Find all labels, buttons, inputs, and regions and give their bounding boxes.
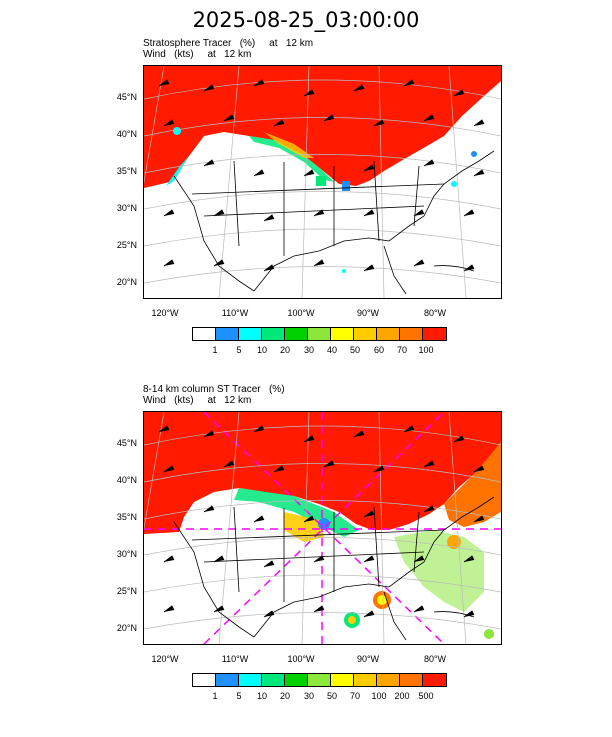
tracer-patch [348, 616, 356, 624]
panel2-colorbar-label: 100 [371, 691, 387, 701]
panel2-colorbar-label: 5 [236, 691, 242, 701]
panel1-wind-label: Wind (kts) at 12 km [143, 49, 252, 60]
colorbar-swatch [423, 674, 446, 686]
colorbar-swatch [331, 674, 354, 686]
tracer-patch [316, 176, 326, 186]
colorbar-swatch [400, 674, 423, 686]
panel2-lat-45: 45°N [116, 438, 137, 448]
plot-title: 2025-08-25_03:00:00 [192, 8, 420, 32]
column-tracer-east [394, 530, 484, 612]
colorbar-swatch [193, 328, 216, 340]
colorbar-swatch [193, 674, 216, 686]
panel1-lat-20: 20°N [116, 277, 137, 287]
panel2-lat-20: 20°N [116, 623, 137, 633]
panel2-lon-80: 80°W [423, 654, 447, 664]
coastlines [173, 150, 495, 295]
colorbar-swatch [285, 674, 308, 686]
tracer-fringe-west [166, 156, 189, 186]
panel1-lat-40: 40°N [116, 129, 137, 139]
panel1-field-label: Stratosphere Tracer (%) at 12 km [143, 38, 314, 49]
colorbar-swatch [308, 674, 331, 686]
panel1-lat-30: 30°N [116, 203, 137, 213]
panel2-lon-110: 110°W [221, 654, 249, 664]
panel1-map-svg [144, 66, 501, 298]
tracer-patch [173, 127, 181, 135]
stratosphere-tracer-region [144, 66, 501, 188]
panel1-colorbar-label: 5 [236, 345, 242, 355]
colorbar-swatch [308, 328, 331, 340]
panel2-colorbar-label: 70 [349, 691, 360, 701]
panel2-colorbar-label: 500 [418, 691, 434, 701]
panel1-colorbar-label: 30 [303, 345, 314, 355]
panel1-colorbar-label: 50 [349, 345, 360, 355]
tracer-patch [484, 629, 494, 639]
colorbar-swatch [262, 674, 285, 686]
panel1-lon-100: 100°W [287, 308, 315, 318]
colorbar-swatch [377, 328, 400, 340]
tracer-patch [447, 535, 461, 549]
colorbar-swatch [216, 674, 239, 686]
panel2-colorbar [192, 673, 447, 687]
graticule [144, 66, 501, 298]
panel2-colorbar-label: 10 [256, 691, 267, 701]
colorbar-swatch [239, 674, 262, 686]
panel2-colorbar-label: 50 [326, 691, 337, 701]
panel1-lat-25: 25°N [116, 240, 137, 250]
panel1-colorbar [192, 327, 447, 341]
panel2-map-svg [144, 412, 501, 644]
colorbar-swatch [423, 328, 446, 340]
tracer-patch [451, 181, 457, 187]
wind-barbs [158, 79, 485, 272]
panel1-colorbar-label: 20 [279, 345, 290, 355]
panel2-lat-35: 35°N [116, 512, 137, 522]
colorbar-swatch [285, 328, 308, 340]
tracer-patch [377, 595, 387, 605]
panel1-colorbar-label: 1 [212, 345, 218, 355]
panel2-lat-30: 30°N [116, 549, 137, 559]
panel2-colorbar-label: 1 [212, 691, 218, 701]
tracer-fringe-yellow [264, 132, 314, 158]
panel2-lat-25: 25°N [116, 586, 137, 596]
panel1-lon-80: 80°W [423, 308, 447, 318]
column-tracer-orange [444, 442, 501, 527]
colorbar-swatch [239, 328, 262, 340]
colorbar-swatch [354, 674, 377, 686]
panel1-colorbar-label: 70 [396, 345, 407, 355]
panel1-colorbar-label: 10 [256, 345, 267, 355]
panel1-colorbar-label: 60 [373, 345, 384, 355]
panel1-colorbar-label: 40 [326, 345, 337, 355]
panel2-lon-100: 100°W [287, 654, 315, 664]
panel1-lat-35: 35°N [116, 166, 137, 176]
panel1-colorbar-label: 100 [418, 345, 434, 355]
wind-barbs [158, 425, 485, 618]
panel1-lon-90: 90°W [356, 308, 380, 318]
coastlines [173, 496, 495, 641]
panel2-colorbar-label: 200 [394, 691, 410, 701]
tracer-patch [342, 181, 350, 191]
panel1-lon-110: 110°W [221, 308, 249, 318]
panel1-lat-45: 45°N [116, 92, 137, 102]
graticule [144, 412, 501, 644]
colorbar-swatch [216, 328, 239, 340]
tracer-patch [318, 518, 330, 530]
panel2-lon-120: 120°W [151, 654, 179, 664]
panel2-field-label: 8-14 km column ST Tracer (%) [143, 384, 285, 395]
cross-section-lines [144, 412, 501, 644]
panel2-map [143, 411, 502, 645]
colorbar-swatch [354, 328, 377, 340]
colorbar-swatch [377, 674, 400, 686]
colorbar-swatch [262, 328, 285, 340]
colorbar-swatch [400, 328, 423, 340]
tracer-patch [471, 151, 477, 157]
colorbar-swatch [331, 328, 354, 340]
tracer-patch [342, 269, 346, 273]
panel1-lon-120: 120°W [151, 308, 179, 318]
panel2-colorbar-label: 20 [279, 691, 290, 701]
panel2-lon-90: 90°W [356, 654, 380, 664]
panel2-wind-label: Wind (kts) at 12 km [143, 395, 252, 406]
panel2-colorbar-label: 30 [303, 691, 314, 701]
panel2-lat-40: 40°N [116, 475, 137, 485]
panel1-map [143, 65, 502, 299]
